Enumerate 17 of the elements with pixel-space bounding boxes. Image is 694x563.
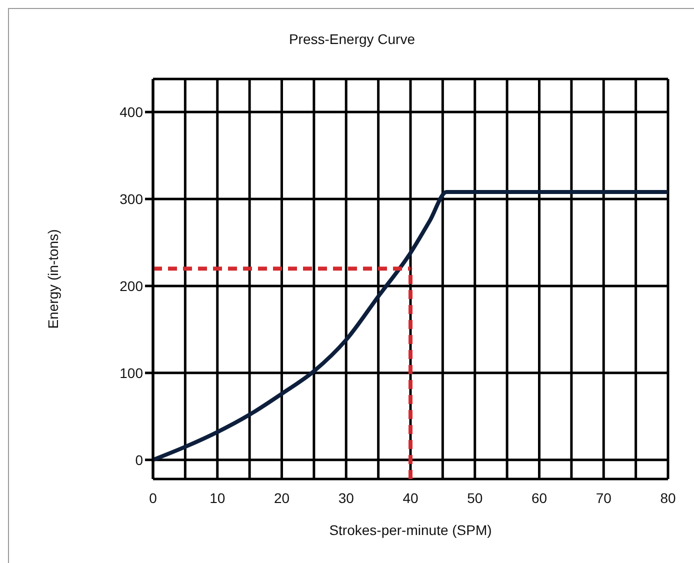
x-tick-label: 50 [467, 490, 483, 506]
y-tick-label: 300 [120, 190, 144, 207]
y-tick-label: 100 [120, 364, 144, 381]
x-axis-title: Strokes-per-minute (SPM) [329, 522, 492, 538]
x-tick-label: 40 [402, 490, 418, 506]
x-tick-label: 20 [274, 490, 290, 506]
x-tick-label: 10 [210, 490, 226, 506]
y-axis-title: Energy (in-tons) [44, 229, 61, 329]
y-tick-label: 200 [120, 278, 144, 294]
y-tick-label: 0 [135, 452, 144, 468]
x-tick-label: 70 [596, 490, 612, 506]
x-tick-label: 60 [531, 490, 548, 506]
x-tick-label: 30 [338, 490, 354, 506]
x-tick-label: 80 [660, 490, 676, 506]
chart-title: Press-Energy Curve [288, 31, 416, 47]
y-tick-label: 400 [120, 104, 144, 120]
x-tick-label: 0 [149, 490, 158, 506]
